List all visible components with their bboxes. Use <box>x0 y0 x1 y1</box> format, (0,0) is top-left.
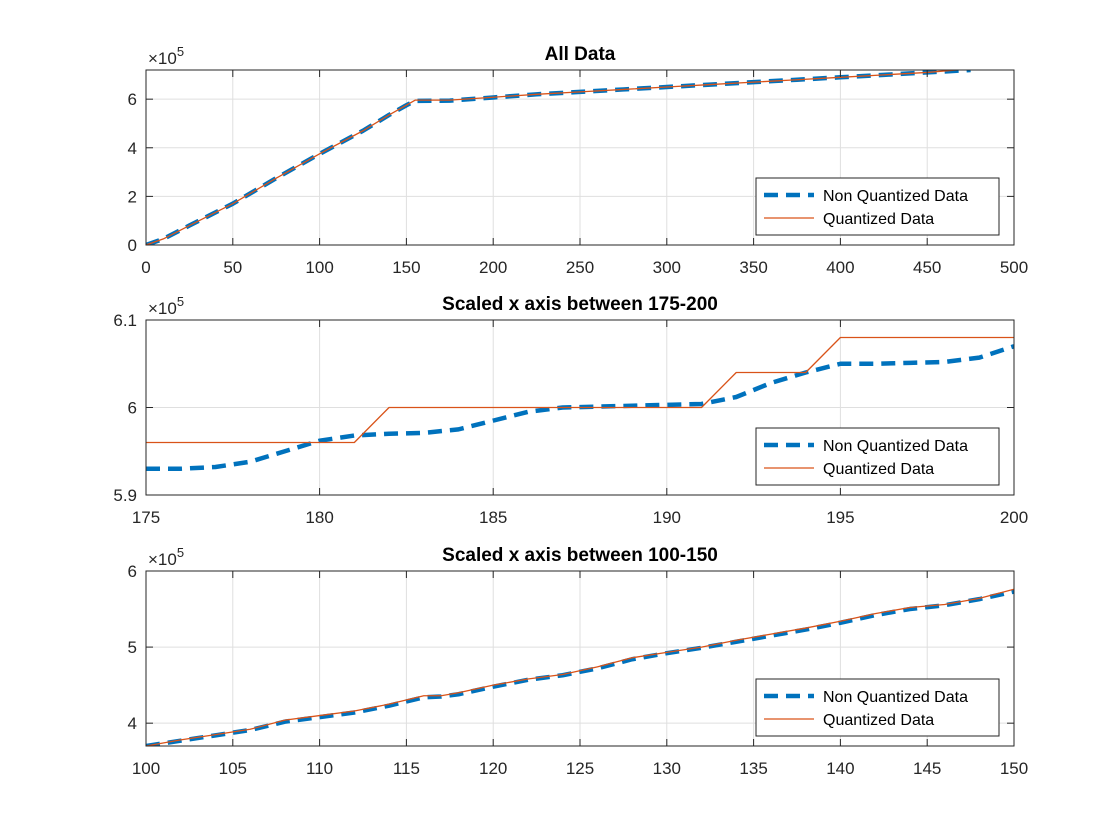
y-tick-label: 0 <box>128 236 137 255</box>
x-tick-label: 180 <box>305 508 333 527</box>
subplot-title: All Data <box>545 44 616 65</box>
x-tick-label: 200 <box>1000 508 1028 527</box>
x-tick-label: 135 <box>739 759 767 778</box>
y-tick-label: 4 <box>128 714 137 733</box>
subplot-2: 175 180 185 190 195 200 5.9 6 6.1 ×105 Scaled x ax… <box>113 294 1028 527</box>
y-exponent-label: ×105 <box>148 294 184 318</box>
x-tick-label: 105 <box>219 759 247 778</box>
x-tick-label: 175 <box>132 508 160 527</box>
y-tick-label: 5.9 <box>113 486 137 505</box>
x-tick-label: 400 <box>826 258 854 277</box>
x-tick-label: 185 <box>479 508 507 527</box>
legend-box <box>755 678 1000 737</box>
y-exponent-label: ×105 <box>148 44 184 68</box>
legend[interactable]: Non Quantized Data Quantized Data <box>755 678 1000 737</box>
x-tick-label: 145 <box>913 759 941 778</box>
subplot-3: 100 105 110 115 120 125 130 135 140 145 150 4 5 6 ×105… <box>128 545 1029 778</box>
subplot-title: Scaled x axis between 175-200 <box>442 294 718 315</box>
y-tick-label: 6.1 <box>113 311 137 330</box>
legend-label: Quantized Data <box>823 211 934 228</box>
x-tick-label: 100 <box>132 759 160 778</box>
x-tick-label: 100 <box>305 258 333 277</box>
x-tick-label: 200 <box>479 258 507 277</box>
x-tick-label: 500 <box>1000 258 1028 277</box>
x-tick-label: 0 <box>141 258 150 277</box>
x-tick-label: 350 <box>739 258 767 277</box>
legend-box <box>755 177 1000 236</box>
y-tick-label: 5 <box>128 638 137 657</box>
legend-label: Quantized Data <box>823 461 934 478</box>
series-line-non-quantized <box>146 589 1014 746</box>
legend-label: Quantized Data <box>823 712 934 729</box>
series-line-quantized <box>146 70 964 245</box>
x-tick-label: 50 <box>223 258 242 277</box>
x-tick-label: 130 <box>653 759 681 778</box>
y-exponent-label: ×105 <box>148 545 184 569</box>
x-tick-label: 150 <box>392 258 420 277</box>
legend[interactable]: Non Quantized Data Quantized Data <box>755 177 1000 236</box>
x-tick-label: 450 <box>913 258 941 277</box>
y-tick-label: 6 <box>128 562 137 581</box>
subplot-1: 0 50 100 150 200 250 300 350 400 450 500 0 2 4 6 ×105 Al… <box>128 44 1029 277</box>
x-tick-label: 250 <box>566 258 594 277</box>
y-tick-label: 6 <box>128 90 137 109</box>
x-tick-label: 120 <box>479 759 507 778</box>
x-tick-label: 300 <box>653 258 681 277</box>
series-line-quantized <box>146 588 1014 746</box>
legend-label: Non Quantized Data <box>823 689 968 706</box>
y-tick-label: 4 <box>128 139 137 158</box>
subplot-title: Scaled x axis between 100-150 <box>442 545 718 566</box>
y-tick-label: 2 <box>128 187 137 206</box>
x-tick-label: 140 <box>826 759 854 778</box>
series-line-quantized <box>146 336 1014 444</box>
x-tick-label: 150 <box>1000 759 1028 778</box>
y-tick-label: 6 <box>128 399 137 418</box>
x-tick-label: 115 <box>393 759 420 778</box>
x-tick-label: 110 <box>306 759 333 778</box>
legend-label: Non Quantized Data <box>823 438 968 455</box>
x-tick-label: 125 <box>566 759 594 778</box>
x-tick-label: 195 <box>826 508 854 527</box>
legend[interactable]: Non Quantized Data Quantized Data <box>755 427 1000 486</box>
legend-box <box>755 427 1000 486</box>
x-tick-label: 190 <box>653 508 681 527</box>
legend-label: Non Quantized Data <box>823 188 968 205</box>
